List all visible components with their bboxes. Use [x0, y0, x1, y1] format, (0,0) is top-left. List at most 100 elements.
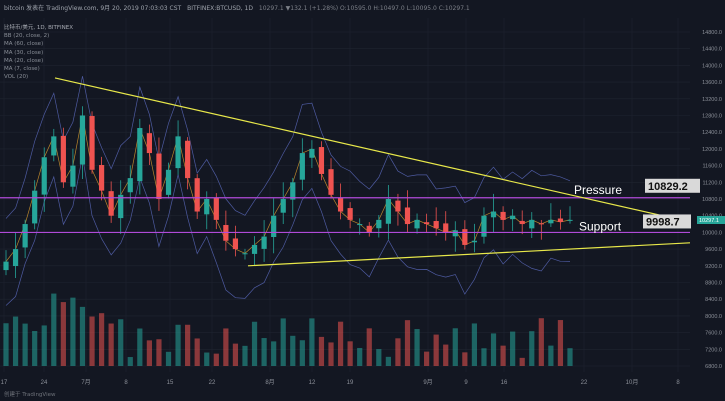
- volume-bar: [32, 330, 38, 366]
- indicator-bb[interactable]: BB (20, close, 2): [4, 33, 50, 40]
- header-symbol[interactable]: BITFINEX:BTCUSD, 1D: [187, 5, 253, 12]
- candle-body: [462, 229, 468, 245]
- header-ohlc: 10297.1 ▼132.1 (+1.28%) O:10595.0 H:1049…: [258, 5, 470, 12]
- volume-bar: [41, 325, 47, 366]
- time-tick-label: 16: [501, 380, 508, 386]
- candle-body: [424, 222, 430, 225]
- price-tick-label: 8000.0: [705, 314, 722, 320]
- volume-bar: [12, 316, 19, 366]
- candle-body: [175, 136, 181, 169]
- volume-bar: [490, 333, 497, 366]
- indicator-legend: 比特币/美元, 1D, BITFINEX BB (20, close, 2) M…: [4, 24, 73, 81]
- volume-bar: [385, 356, 391, 366]
- volume-bar: [519, 357, 525, 366]
- volume-bar: [510, 331, 516, 366]
- volume-bar: [194, 338, 200, 366]
- price-tick-label: 14400.0: [702, 47, 722, 53]
- time-tick-label: 19: [347, 380, 354, 386]
- candle-body: [156, 153, 162, 199]
- price-tick-label: 12000.0: [702, 147, 722, 153]
- time-tick-label: 9月: [423, 379, 432, 386]
- candle-body: [108, 191, 114, 216]
- bb-lower-band: [5, 155, 571, 306]
- price-chart[interactable]: 14800.014400.014000.013600.013200.012800…: [0, 18, 725, 390]
- volume-bar: [538, 318, 544, 366]
- volume-bar: [60, 302, 66, 366]
- indicator-vol[interactable]: VOL (20): [4, 74, 29, 81]
- time-tick-label: 22: [209, 380, 216, 386]
- candle-body: [41, 157, 47, 195]
- indicator-ma7[interactable]: MA (7, close): [4, 66, 40, 73]
- candle-body: [251, 244, 258, 254]
- candlesticks: [3, 106, 573, 278]
- candle-body: [414, 219, 420, 229]
- volume-bar: [3, 323, 9, 366]
- candle-body: [557, 218, 564, 222]
- indicator-ma20[interactable]: MA (20, close): [4, 57, 44, 64]
- candle-body: [443, 223, 449, 233]
- chart-header: bitcoin 发表在 TradingView.com, 9月 20, 2019…: [0, 0, 725, 18]
- candle-body: [232, 238, 239, 250]
- candle-body: [471, 240, 478, 243]
- time-tick-label: 24: [41, 380, 48, 386]
- candle-body: [567, 219, 573, 221]
- volume-bar: [127, 357, 133, 366]
- volume-bar: [137, 328, 143, 366]
- volume-bar: [251, 321, 258, 366]
- price-tick-label: 8400.0: [705, 297, 722, 303]
- volume-bar: [500, 345, 506, 366]
- tradingview-credit: 创建于 TradingView: [4, 392, 56, 398]
- price-tick-label: 7200.0: [705, 347, 722, 353]
- volume-bar: [51, 293, 57, 366]
- volume-bar: [424, 351, 430, 366]
- candle-body: [328, 169, 334, 195]
- footer: 创建于 TradingView: [0, 389, 725, 401]
- volume-bar: [108, 323, 114, 366]
- time-axis: 17 24 7月 8 15 22 8月 12 19 9月 9 16 22 10月 8: [1, 379, 681, 386]
- volume-bar: [404, 320, 411, 366]
- candle-body: [89, 116, 95, 170]
- candle-body: [357, 224, 363, 226]
- pressure-value: 10829.2: [648, 181, 688, 193]
- volume-bar: [70, 297, 76, 366]
- candle-body: [12, 249, 19, 267]
- candle-body: [452, 230, 458, 237]
- candle-body: [385, 199, 391, 224]
- volume-bar: [175, 324, 181, 366]
- candle-body: [548, 219, 554, 224]
- current-price-tag: [697, 215, 725, 224]
- indicator-ma30[interactable]: MA (30, close): [4, 49, 44, 56]
- candle-body: [500, 211, 506, 220]
- candle-body: [51, 136, 57, 156]
- volume-bar: [261, 338, 267, 366]
- volume-bar: [223, 328, 229, 366]
- candle-body: [366, 225, 372, 233]
- level-labels: Pressure 10829.2 Support 9998.7 10297.1: [574, 178, 725, 233]
- volume-bar: [232, 343, 239, 366]
- candle-body: [490, 211, 497, 218]
- volume-bar: [366, 328, 372, 366]
- candle-body: [395, 200, 401, 212]
- candle-body: [70, 165, 76, 187]
- candle-body: [318, 147, 325, 174]
- volume-bar: [337, 321, 344, 366]
- volume-bar: [204, 352, 210, 366]
- header-source: bitcoin 发表在 TradingView.com, 9月 20, 2019…: [4, 5, 182, 12]
- candle-body: [146, 133, 152, 154]
- volume-bar: [548, 345, 554, 366]
- candle-body: [118, 194, 124, 219]
- volume-bar: [414, 329, 420, 366]
- candle-body: [204, 199, 210, 215]
- price-tick-label: 7600.0: [705, 331, 722, 337]
- indicator-ma60[interactable]: MA (60, close): [4, 41, 44, 48]
- candle-body: [433, 221, 439, 229]
- candle-body: [510, 215, 516, 220]
- volume-bar: [462, 352, 468, 366]
- candle-body: [165, 169, 172, 195]
- candle-body: [376, 219, 382, 229]
- candle-body: [3, 261, 9, 271]
- bollinger-bands: [5, 76, 571, 306]
- time-tick-label: 22: [581, 380, 588, 386]
- volume-bar: [89, 316, 95, 366]
- volume-bar: [318, 336, 325, 366]
